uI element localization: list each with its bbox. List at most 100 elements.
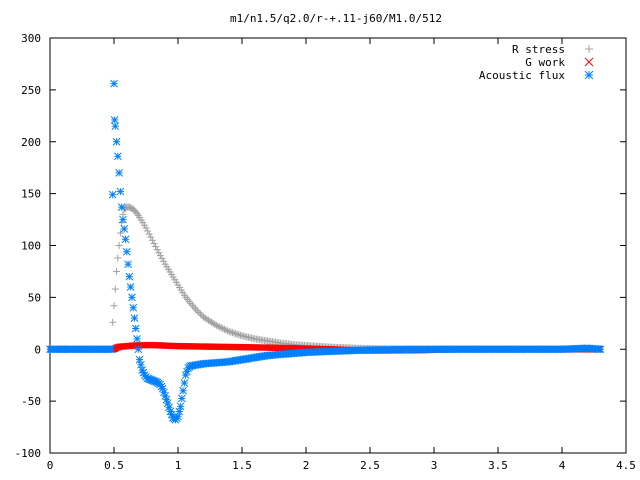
data-point xyxy=(222,326,230,334)
data-point xyxy=(113,152,122,161)
data-point xyxy=(228,329,236,337)
data-point xyxy=(596,345,605,354)
data-point xyxy=(153,246,161,254)
y-tick-label: 200 xyxy=(21,136,41,149)
data-point xyxy=(108,190,117,199)
data-point xyxy=(110,79,118,88)
data-point xyxy=(122,247,131,256)
data-point xyxy=(211,320,219,328)
data-point xyxy=(214,322,222,330)
legend-marker xyxy=(584,70,594,80)
data-point xyxy=(225,328,233,336)
data-point xyxy=(175,407,184,416)
x-tick-label: 3 xyxy=(431,459,438,472)
legend-label: G work xyxy=(525,56,565,69)
data-point xyxy=(125,272,134,281)
series-r-stress xyxy=(46,203,604,353)
data-point xyxy=(176,402,185,411)
data-point xyxy=(195,308,203,316)
data-point xyxy=(116,187,125,196)
data-point xyxy=(120,225,129,233)
data-point xyxy=(150,239,158,247)
data-point xyxy=(174,412,182,421)
y-tick-label: 100 xyxy=(21,240,41,253)
data-point xyxy=(177,394,186,403)
data-point xyxy=(110,116,119,124)
data-point xyxy=(232,330,240,338)
data-point xyxy=(116,229,124,237)
data-point xyxy=(216,323,224,331)
data-point xyxy=(235,331,243,339)
data-point xyxy=(115,169,123,177)
data-point xyxy=(188,301,196,309)
x-tick-label: 0 xyxy=(47,459,54,472)
data-point xyxy=(230,329,238,337)
data-point xyxy=(115,242,123,249)
data-point xyxy=(121,235,130,244)
legend-label: R stress xyxy=(512,43,565,56)
data-point xyxy=(130,314,139,322)
data-point xyxy=(219,325,227,332)
data-point xyxy=(233,330,241,338)
data-point xyxy=(152,243,160,251)
data-point xyxy=(192,305,200,313)
series-layer xyxy=(46,79,605,424)
chart-title: m1/n1.5/q2.0/r-+.11-j60/M1.0/512 xyxy=(230,12,442,25)
x-tick-label: 4.5 xyxy=(616,459,636,472)
data-point xyxy=(180,379,189,387)
data-point xyxy=(144,227,152,235)
data-point xyxy=(119,215,127,224)
data-point xyxy=(220,325,228,333)
data-point xyxy=(124,260,132,269)
data-point xyxy=(112,137,121,146)
data-point xyxy=(129,303,138,312)
data-point xyxy=(145,230,153,238)
y-tick-label: 150 xyxy=(21,188,41,201)
data-point xyxy=(131,324,140,333)
y-tick-label: 50 xyxy=(28,291,41,304)
data-point xyxy=(113,267,121,275)
data-point xyxy=(158,254,166,262)
data-point xyxy=(137,360,145,369)
data-point xyxy=(147,233,155,241)
legend-marker xyxy=(584,57,594,67)
data-point xyxy=(224,327,232,335)
data-point xyxy=(133,335,141,343)
data-point xyxy=(217,324,225,332)
data-point xyxy=(117,203,126,211)
data-point xyxy=(236,331,244,339)
data-point xyxy=(126,283,135,291)
data-point xyxy=(156,252,164,260)
data-point xyxy=(110,302,118,310)
data-point xyxy=(148,236,156,244)
data-point xyxy=(114,254,122,262)
legend-label: Acoustic flux xyxy=(479,69,565,82)
legend-marker xyxy=(585,45,593,53)
data-point xyxy=(142,224,150,232)
x-tick-label: 2.5 xyxy=(360,459,380,472)
data-point xyxy=(193,307,201,315)
data-point xyxy=(212,321,220,329)
data-point xyxy=(111,122,120,131)
x-tick-label: 1.5 xyxy=(232,459,252,472)
data-point xyxy=(227,328,235,336)
x-tick-label: 2 xyxy=(303,459,310,472)
x-tick-label: 0.5 xyxy=(104,459,124,472)
y-tick-label: 250 xyxy=(21,84,41,97)
data-point xyxy=(190,303,198,311)
x-tick-label: 3.5 xyxy=(488,459,508,472)
y-tick-label: -50 xyxy=(21,395,41,408)
data-point xyxy=(179,386,187,395)
data-point xyxy=(135,355,144,364)
plot-frame xyxy=(49,37,627,454)
y-tick-label: -100 xyxy=(15,447,42,460)
series-acoustic-flux xyxy=(46,79,605,424)
data-point xyxy=(187,300,195,308)
data-point xyxy=(107,345,116,354)
y-tick-label: 0 xyxy=(34,343,41,356)
x-tick-label: 4 xyxy=(559,459,566,472)
x-tick-label: 1 xyxy=(175,459,182,472)
data-point xyxy=(128,293,136,302)
